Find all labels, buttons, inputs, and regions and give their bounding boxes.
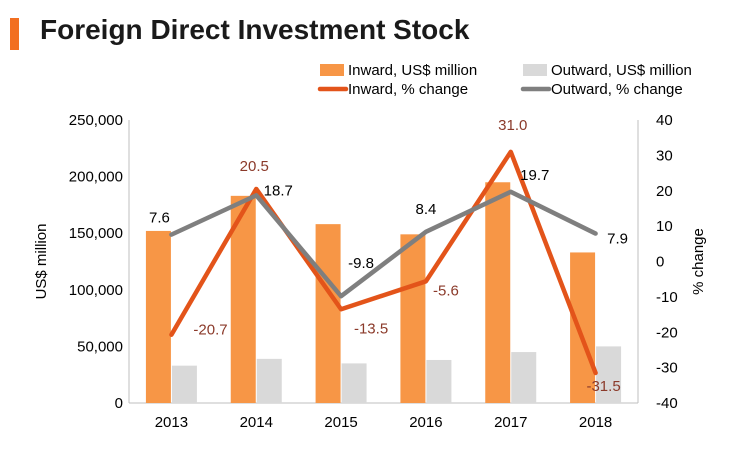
legend-swatch-outward <box>523 64 547 76</box>
bar-inward <box>315 224 341 403</box>
legend-label: Inward, % change <box>348 81 468 98</box>
data-label: 7.9 <box>607 231 628 248</box>
bar-outward <box>511 352 537 403</box>
bar-outward <box>171 365 197 403</box>
data-label: -13.5 <box>354 320 388 337</box>
bar-inward <box>230 195 256 403</box>
y2-axis-title: % change <box>690 228 707 295</box>
data-label: 19.7 <box>520 167 549 184</box>
bar-outward <box>596 346 622 403</box>
title-accent-bar <box>10 18 19 50</box>
y2-tick-label: 20 <box>656 183 673 200</box>
line-outward-pct <box>169 189 598 299</box>
bar-inward <box>570 252 596 403</box>
legend-label: Inward, US$ million <box>348 62 477 79</box>
y-tick-label: 100,000 <box>69 282 123 299</box>
data-label: 31.0 <box>498 117 527 134</box>
bar-inward <box>400 234 426 403</box>
y2-tick-label: -20 <box>656 324 678 341</box>
data-label: -5.6 <box>433 282 459 299</box>
y2-tick-label: 10 <box>656 218 673 235</box>
y2-tick-label: 30 <box>656 147 673 164</box>
data-label: 18.7 <box>264 182 293 199</box>
y2-tick-label: -30 <box>656 360 678 377</box>
y2-tick-label: 40 <box>656 112 673 129</box>
y2-tick-label: 0 <box>656 254 664 271</box>
data-label: -31.5 <box>586 378 620 395</box>
x-tick-label: 2017 <box>494 414 527 431</box>
y-tick-label: 150,000 <box>69 225 123 242</box>
bar-outward <box>341 363 367 403</box>
y-tick-label: 250,000 <box>69 112 123 129</box>
line-inward-pct <box>169 149 598 376</box>
legend-label: Outward, US$ million <box>551 62 692 79</box>
x-tick-label: 2015 <box>324 414 357 431</box>
data-label: 20.5 <box>240 158 269 175</box>
y-axis-title: US$ million <box>33 224 50 300</box>
y2-tick-label: -10 <box>656 289 678 306</box>
x-tick-label: 2013 <box>155 414 188 431</box>
y-tick-label: 50,000 <box>77 338 123 355</box>
x-tick-label: 2014 <box>240 414 273 431</box>
data-label: -9.8 <box>348 255 374 272</box>
chart-title: Foreign Direct Investment Stock <box>40 14 470 45</box>
bar-inward <box>485 182 511 403</box>
legend-label: Outward, % change <box>551 81 683 98</box>
bar-outward <box>426 359 452 403</box>
y-tick-label: 0 <box>115 395 123 412</box>
data-label: -20.7 <box>193 322 227 339</box>
y2-tick-label: -40 <box>656 395 678 412</box>
data-label: 8.4 <box>415 201 436 218</box>
x-tick-label: 2018 <box>579 414 612 431</box>
legend-swatch-inward <box>320 64 344 76</box>
bar-outward <box>256 358 282 403</box>
x-tick-label: 2016 <box>409 414 442 431</box>
data-label: 7.6 <box>149 210 170 227</box>
bar-inward <box>145 230 171 403</box>
y-tick-label: 200,000 <box>69 169 123 186</box>
